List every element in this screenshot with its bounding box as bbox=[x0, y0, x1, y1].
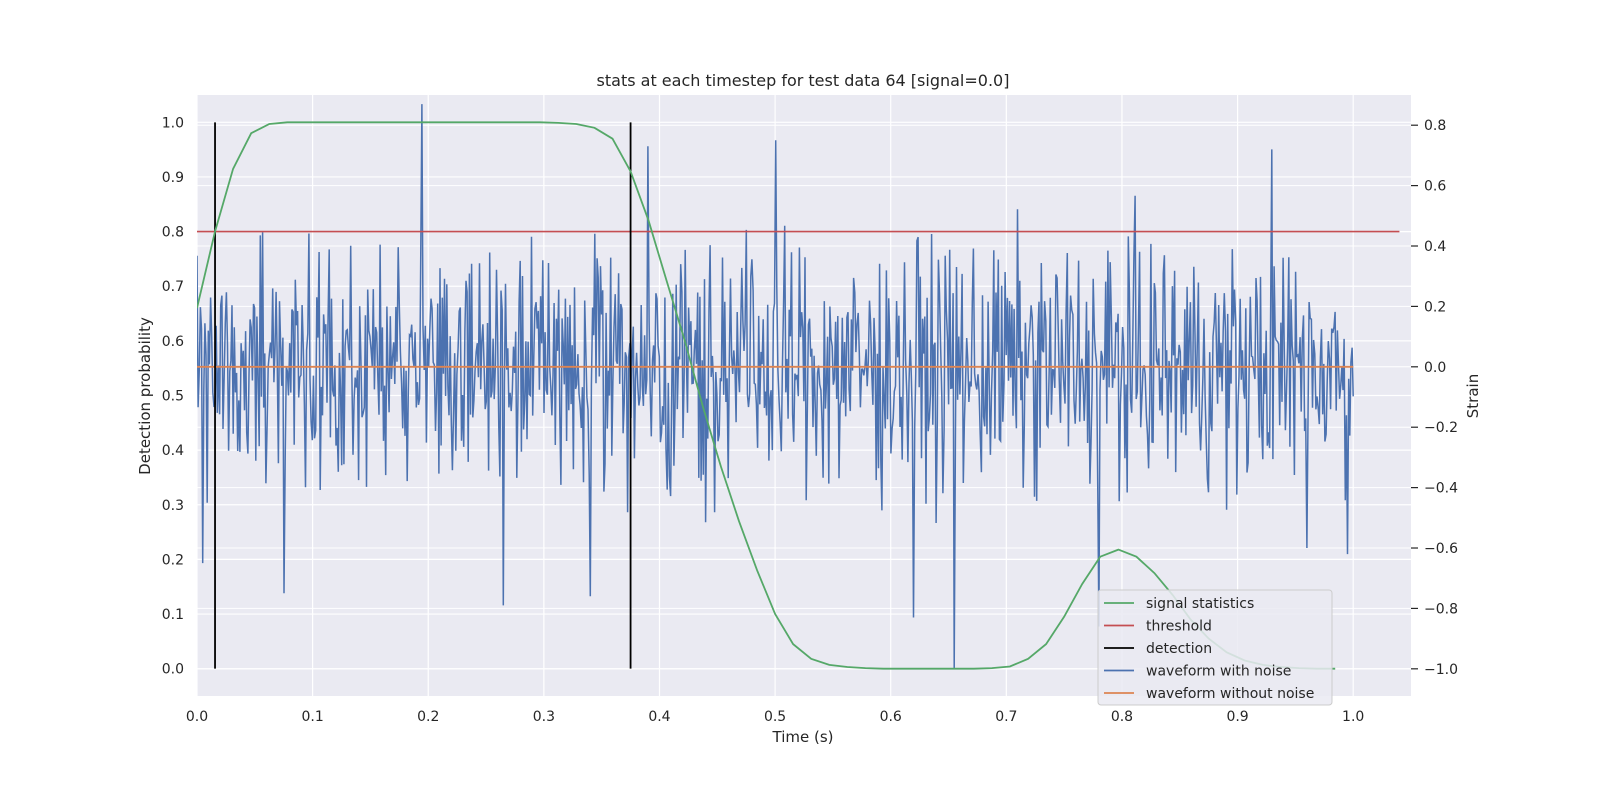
x-tick-label: 0.7 bbox=[995, 709, 1017, 725]
y2-tick-label: −0.8 bbox=[1424, 601, 1458, 617]
x-tick-label: 0.0 bbox=[186, 709, 208, 725]
y2-tick-label: 0.8 bbox=[1424, 118, 1446, 134]
x-tick-label: 0.2 bbox=[417, 709, 439, 725]
x-tick-label: 1.0 bbox=[1342, 709, 1364, 725]
x-tick-label: 0.5 bbox=[764, 709, 786, 725]
x-tick-label: 0.6 bbox=[880, 709, 902, 725]
signal-statistics-line bbox=[197, 121, 1336, 670]
y-tick-label: 0.1 bbox=[162, 607, 184, 623]
waveform-with-noise-line bbox=[197, 104, 1354, 669]
y-tick-label: 0.5 bbox=[162, 389, 184, 405]
y-tick-label: 0.9 bbox=[162, 170, 184, 186]
y2-tick-label: −0.2 bbox=[1424, 420, 1458, 436]
legend-box bbox=[1097, 589, 1333, 706]
y2-tick-label: 0.6 bbox=[1424, 179, 1446, 195]
y2-axis-label: Strain bbox=[1464, 374, 1482, 418]
legend: signal statistics threshold detection wavef… bbox=[1097, 589, 1333, 706]
y-tick-label: 0.2 bbox=[162, 552, 184, 568]
x-tick-label: 0.4 bbox=[648, 709, 670, 725]
y-tick-label: 0.0 bbox=[162, 662, 184, 678]
legend-label-waveform-with-noise: waveform with noise bbox=[1146, 664, 1291, 680]
chart-title: stats at each timestep for test data 64 … bbox=[597, 71, 1010, 90]
y-tick-label: 1.0 bbox=[162, 115, 184, 131]
legend-label-signal-statistics: signal statistics bbox=[1146, 596, 1254, 612]
y-tick-label: 0.7 bbox=[162, 279, 184, 295]
x-axis-label: Time (s) bbox=[772, 728, 834, 746]
y2-tick-label: 0.0 bbox=[1424, 360, 1446, 376]
y-axis-label: Detection probability bbox=[136, 317, 154, 475]
y-tick-label: 0.4 bbox=[162, 443, 184, 459]
y2-tick-label: 0.4 bbox=[1424, 239, 1446, 255]
x-tick-label: 0.1 bbox=[301, 709, 323, 725]
y2-tick-label: −0.6 bbox=[1424, 541, 1458, 557]
y2-tick-label: 0.2 bbox=[1424, 299, 1446, 315]
y-tick-label: 0.6 bbox=[162, 334, 184, 350]
x-tick-label: 0.9 bbox=[1226, 709, 1248, 725]
legend-label-waveform-without-noise: waveform without noise bbox=[1146, 686, 1314, 702]
y-tick-label: 0.8 bbox=[162, 225, 184, 241]
y2-tick-label: −0.4 bbox=[1424, 481, 1458, 497]
x-tick-label: 0.3 bbox=[533, 709, 555, 725]
chart-axes: 0.0 0.1 0.2 0.3 0.4 0.5 0.6 0.7 0.8 0.9 1.0 0.0 0.1 0… bbox=[162, 115, 1458, 725]
y-tick-label: 0.3 bbox=[162, 498, 184, 514]
legend-label-threshold: threshold bbox=[1146, 619, 1212, 635]
chart-series bbox=[197, 104, 1400, 670]
y2-tick-label: −1.0 bbox=[1424, 662, 1458, 678]
x-tick-label: 0.8 bbox=[1111, 709, 1133, 725]
legend-label-detection: detection bbox=[1146, 641, 1212, 657]
